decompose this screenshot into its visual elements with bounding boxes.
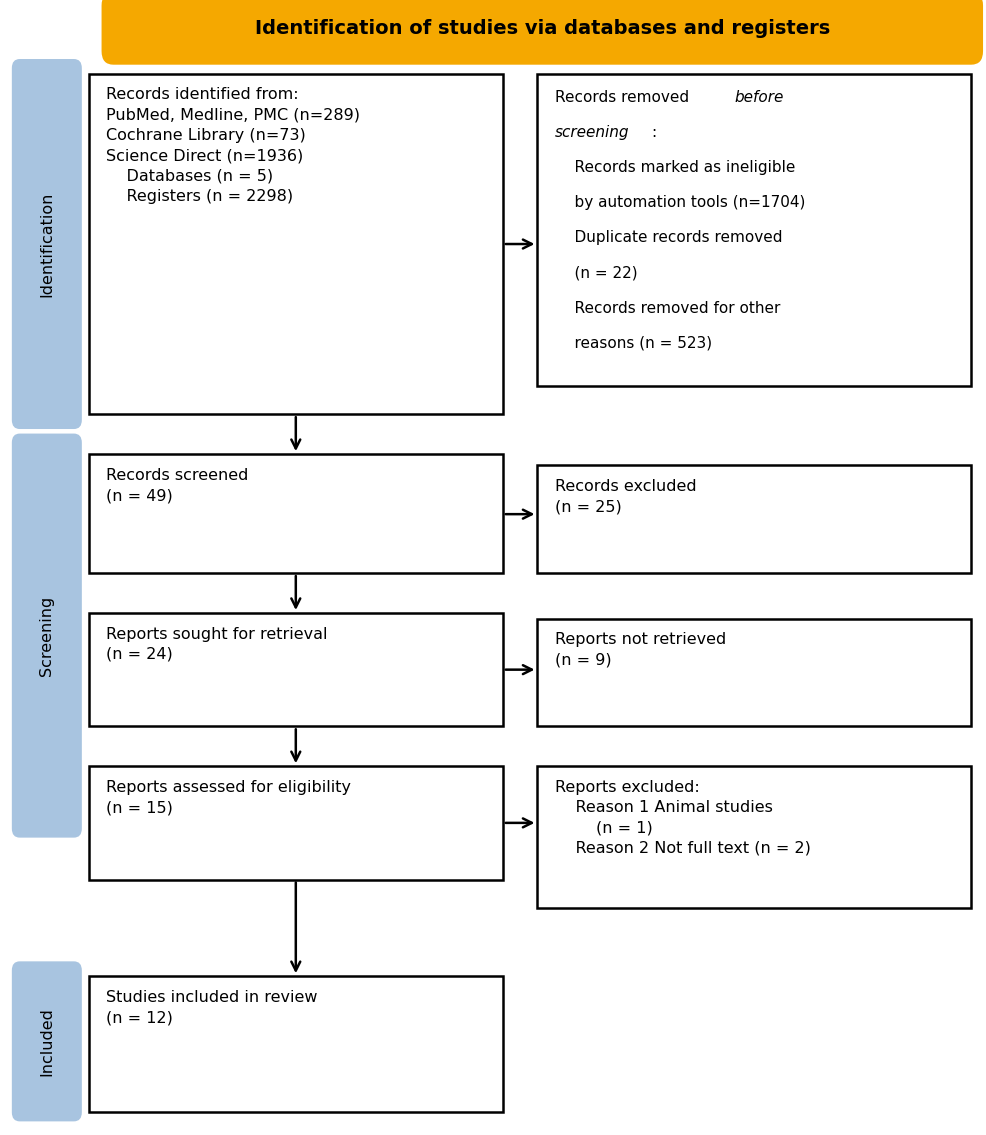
Text: (n = 22): (n = 22)	[555, 266, 638, 280]
Text: Screening: Screening	[39, 596, 54, 675]
FancyBboxPatch shape	[537, 74, 971, 386]
Text: reasons (n = 523): reasons (n = 523)	[555, 336, 712, 351]
FancyBboxPatch shape	[102, 0, 983, 65]
FancyBboxPatch shape	[12, 961, 82, 1121]
Text: Studies included in review
(n = 12): Studies included in review (n = 12)	[106, 990, 318, 1025]
Text: :: :	[651, 125, 657, 140]
FancyBboxPatch shape	[537, 766, 971, 908]
Text: Records identified from:
PubMed, Medline, PMC (n=289)
Cochrane Library (n=73)
Sc: Records identified from: PubMed, Medline…	[106, 87, 361, 204]
Text: Reports sought for retrieval
(n = 24): Reports sought for retrieval (n = 24)	[106, 627, 328, 662]
Text: Records marked as ineligible: Records marked as ineligible	[555, 160, 796, 175]
Text: before: before	[735, 90, 784, 104]
FancyBboxPatch shape	[12, 434, 82, 838]
FancyBboxPatch shape	[89, 766, 503, 880]
FancyBboxPatch shape	[89, 74, 503, 414]
Text: Reports excluded:
    Reason 1 Animal studies
        (n = 1)
    Reason 2 Not f: Reports excluded: Reason 1 Animal studie…	[555, 780, 811, 856]
Text: Included: Included	[39, 1007, 54, 1076]
FancyBboxPatch shape	[12, 59, 82, 429]
FancyBboxPatch shape	[89, 613, 503, 726]
FancyBboxPatch shape	[537, 465, 971, 573]
Text: Reports assessed for eligibility
(n = 15): Reports assessed for eligibility (n = 15…	[106, 780, 351, 815]
Text: Identification: Identification	[39, 192, 54, 296]
Text: Records removed for other: Records removed for other	[555, 301, 781, 316]
Text: Identification of studies via databases and registers: Identification of studies via databases …	[254, 19, 830, 37]
Text: Records excluded
(n = 25): Records excluded (n = 25)	[555, 479, 697, 514]
Text: Duplicate records removed: Duplicate records removed	[555, 230, 783, 245]
Text: Records screened
(n = 49): Records screened (n = 49)	[106, 468, 248, 503]
FancyBboxPatch shape	[89, 454, 503, 573]
Text: Records removed: Records removed	[555, 90, 694, 104]
FancyBboxPatch shape	[89, 976, 503, 1112]
Text: Reports not retrieved
(n = 9): Reports not retrieved (n = 9)	[555, 632, 727, 667]
Text: by automation tools (n=1704): by automation tools (n=1704)	[555, 195, 806, 210]
Text: screening: screening	[555, 125, 630, 140]
FancyBboxPatch shape	[537, 619, 971, 726]
